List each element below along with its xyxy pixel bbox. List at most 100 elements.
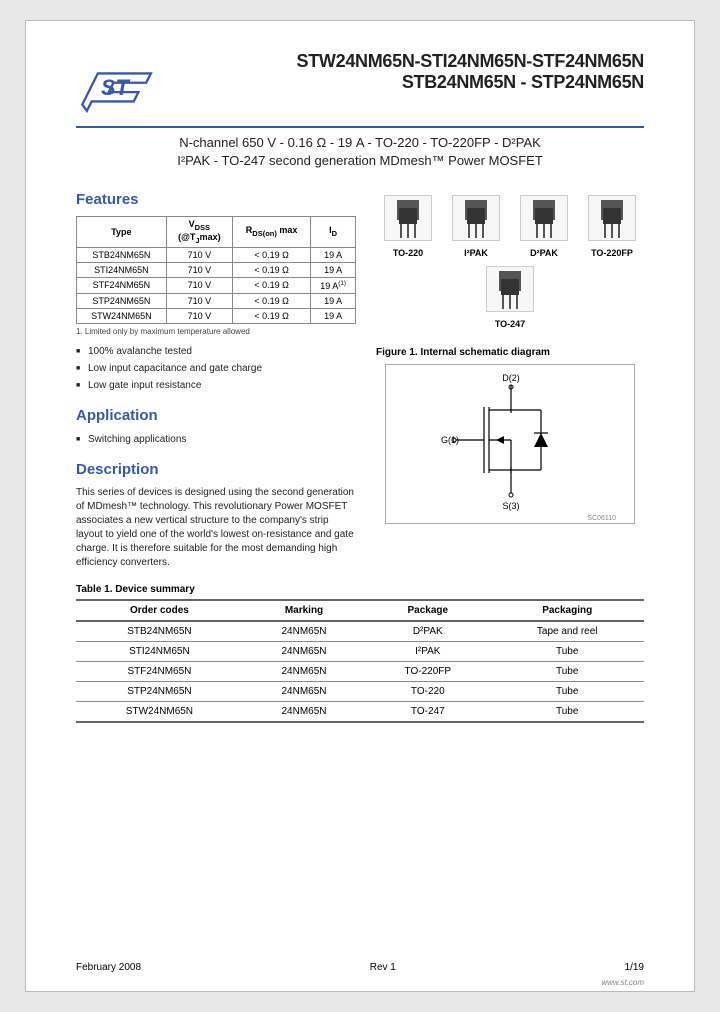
package-item: D²PAK [520, 195, 568, 258]
table-cell: D²PAK [365, 621, 490, 642]
table-cell: STW24NM65N [77, 308, 167, 323]
footer-date: February 2008 [76, 962, 141, 973]
package-item: TO-220 [384, 195, 432, 258]
table-cell: Tube [490, 701, 644, 722]
table-cell: STF24NM65N [76, 661, 243, 681]
table-row: STF24NM65N24NM65NTO-220FPTube [76, 661, 644, 681]
table-cell: 710 V [166, 308, 232, 323]
table-row: STP24NM65N710 V< 0.19 Ω19 A [77, 293, 356, 308]
summary-header-row: Order codesMarkingPackagePackaging [76, 600, 644, 621]
subtitle: N-channel 650 V - 0.16 Ω - 19 A - TO-220… [76, 134, 644, 169]
package-icon [588, 195, 636, 241]
feat-h2: RDS(on) max [233, 217, 311, 248]
table-row: STP24NM65N24NM65NTO-220Tube [76, 681, 644, 701]
table-cell: Tube [490, 681, 644, 701]
table-cell: STI24NM65N [76, 641, 243, 661]
summary-header-cell: Packaging [490, 600, 644, 621]
package-icon [452, 195, 500, 241]
table-cell: 24NM65N [243, 681, 365, 701]
table-cell: 710 V [166, 262, 232, 277]
list-item: Low input capacitance and gate charge [76, 363, 356, 374]
table-row: STW24NM65N710 V< 0.19 Ω19 A [77, 308, 356, 323]
table-cell: < 0.19 Ω [233, 277, 311, 293]
title-line-1: STW24NM65N-STI24NM65N-STF24NM65N [166, 51, 644, 72]
table-row: STI24NM65N710 V< 0.19 Ω19 A [77, 262, 356, 277]
schematic-source-label: S(3) [502, 501, 519, 511]
table-row: STI24NM65N24NM65NI²PAKTube [76, 641, 644, 661]
features-table: Type VDSS(@TJmax) RDS(on) max ID STB24NM… [76, 216, 356, 324]
table-cell: TO-220FP [365, 661, 490, 681]
description-heading: Description [76, 461, 356, 478]
schematic-code: SC06110 [587, 515, 616, 522]
table-cell: 24NM65N [243, 621, 365, 642]
subtitle-line-1: N-channel 650 V - 0.16 Ω - 19 A - TO-220… [76, 134, 644, 152]
table-cell: 24NM65N [243, 661, 365, 681]
package-item: TO-220FP [588, 195, 636, 258]
table-cell: Tape and reel [490, 621, 644, 642]
table-cell: 19 A(1) [311, 277, 356, 293]
table-cell: 710 V [166, 277, 232, 293]
features-heading: Features [76, 191, 356, 208]
package-label: I²PAK [452, 248, 500, 258]
package-label: TO-247 [486, 319, 534, 329]
figure1-caption: Figure 1. Internal schematic diagram [376, 347, 644, 358]
device-summary-table: Order codesMarkingPackagePackaging STB24… [76, 599, 644, 723]
table-cell: < 0.19 Ω [233, 247, 311, 262]
features-bullets: 100% avalanche testedLow input capacitan… [76, 346, 356, 391]
right-column: TO-220 I²PAK D²PAK TO-220FP TO-247 Figure 1.… [376, 191, 644, 570]
svg-text:ST: ST [101, 75, 131, 100]
table-cell: STF24NM65N [77, 277, 167, 293]
table-row: STW24NM65N24NM65NTO-247Tube [76, 701, 644, 722]
footer-page: 1/19 [625, 962, 644, 973]
table-cell: 24NM65N [243, 641, 365, 661]
application-bullets: Switching applications [76, 434, 356, 445]
table-cell: < 0.19 Ω [233, 293, 311, 308]
table-cell: 19 A [311, 293, 356, 308]
table-cell: 19 A [311, 308, 356, 323]
package-label: TO-220 [384, 248, 432, 258]
package-label: D²PAK [520, 248, 568, 258]
table-cell: < 0.19 Ω [233, 262, 311, 277]
table-cell: STI24NM65N [77, 262, 167, 277]
feat-header-row: Type VDSS(@TJmax) RDS(on) max ID [77, 217, 356, 248]
schematic-drain-label: D(2) [502, 373, 520, 383]
packages-panel: TO-220 I²PAK D²PAK TO-220FP TO-247 [376, 191, 644, 339]
table1-caption: Table 1. Device summary [76, 584, 644, 595]
table-cell: Tube [490, 641, 644, 661]
feat-h0: Type [77, 217, 167, 248]
package-icon [520, 195, 568, 241]
table-cell: TO-247 [365, 701, 490, 722]
table-cell: 19 A [311, 247, 356, 262]
table-cell: TO-220 [365, 681, 490, 701]
table-cell: 710 V [166, 247, 232, 262]
list-item: Switching applications [76, 434, 356, 445]
list-item: Low gate input resistance [76, 380, 356, 391]
schematic-diagram: D(2) [385, 364, 635, 524]
feat-h3: ID [311, 217, 356, 248]
table-row: STF24NM65N710 V< 0.19 Ω19 A(1) [77, 277, 356, 293]
footer-rev: Rev 1 [370, 962, 396, 973]
features-footnote: 1. Limited only by maximum temperature a… [76, 327, 356, 336]
table-cell: Tube [490, 661, 644, 681]
left-column: Features Type VDSS(@TJmax) RDS(on) max I… [76, 191, 356, 570]
schematic-gate-label: G(1) [441, 435, 459, 445]
package-icon [384, 195, 432, 241]
table-cell: 710 V [166, 293, 232, 308]
table-cell: STP24NM65N [77, 293, 167, 308]
table-cell: I²PAK [365, 641, 490, 661]
package-item: I²PAK [452, 195, 500, 258]
summary-header-cell: Package [365, 600, 490, 621]
summary-header-cell: Order codes [76, 600, 243, 621]
table-row: STB24NM65N24NM65ND²PAKTape and reel [76, 621, 644, 642]
table-row: STB24NM65N710 V< 0.19 Ω19 A [77, 247, 356, 262]
table-cell: STW24NM65N [76, 701, 243, 722]
content-columns: Features Type VDSS(@TJmax) RDS(on) max I… [76, 191, 644, 570]
table-cell: STB24NM65N [77, 247, 167, 262]
package-label: TO-220FP [588, 248, 636, 258]
table-cell: 24NM65N [243, 701, 365, 722]
package-item: TO-247 [486, 266, 534, 329]
table-cell: STP24NM65N [76, 681, 243, 701]
summary-header-cell: Marking [243, 600, 365, 621]
footer-url: www.st.com [601, 978, 644, 987]
page-footer: February 2008 Rev 1 1/19 [76, 962, 644, 973]
